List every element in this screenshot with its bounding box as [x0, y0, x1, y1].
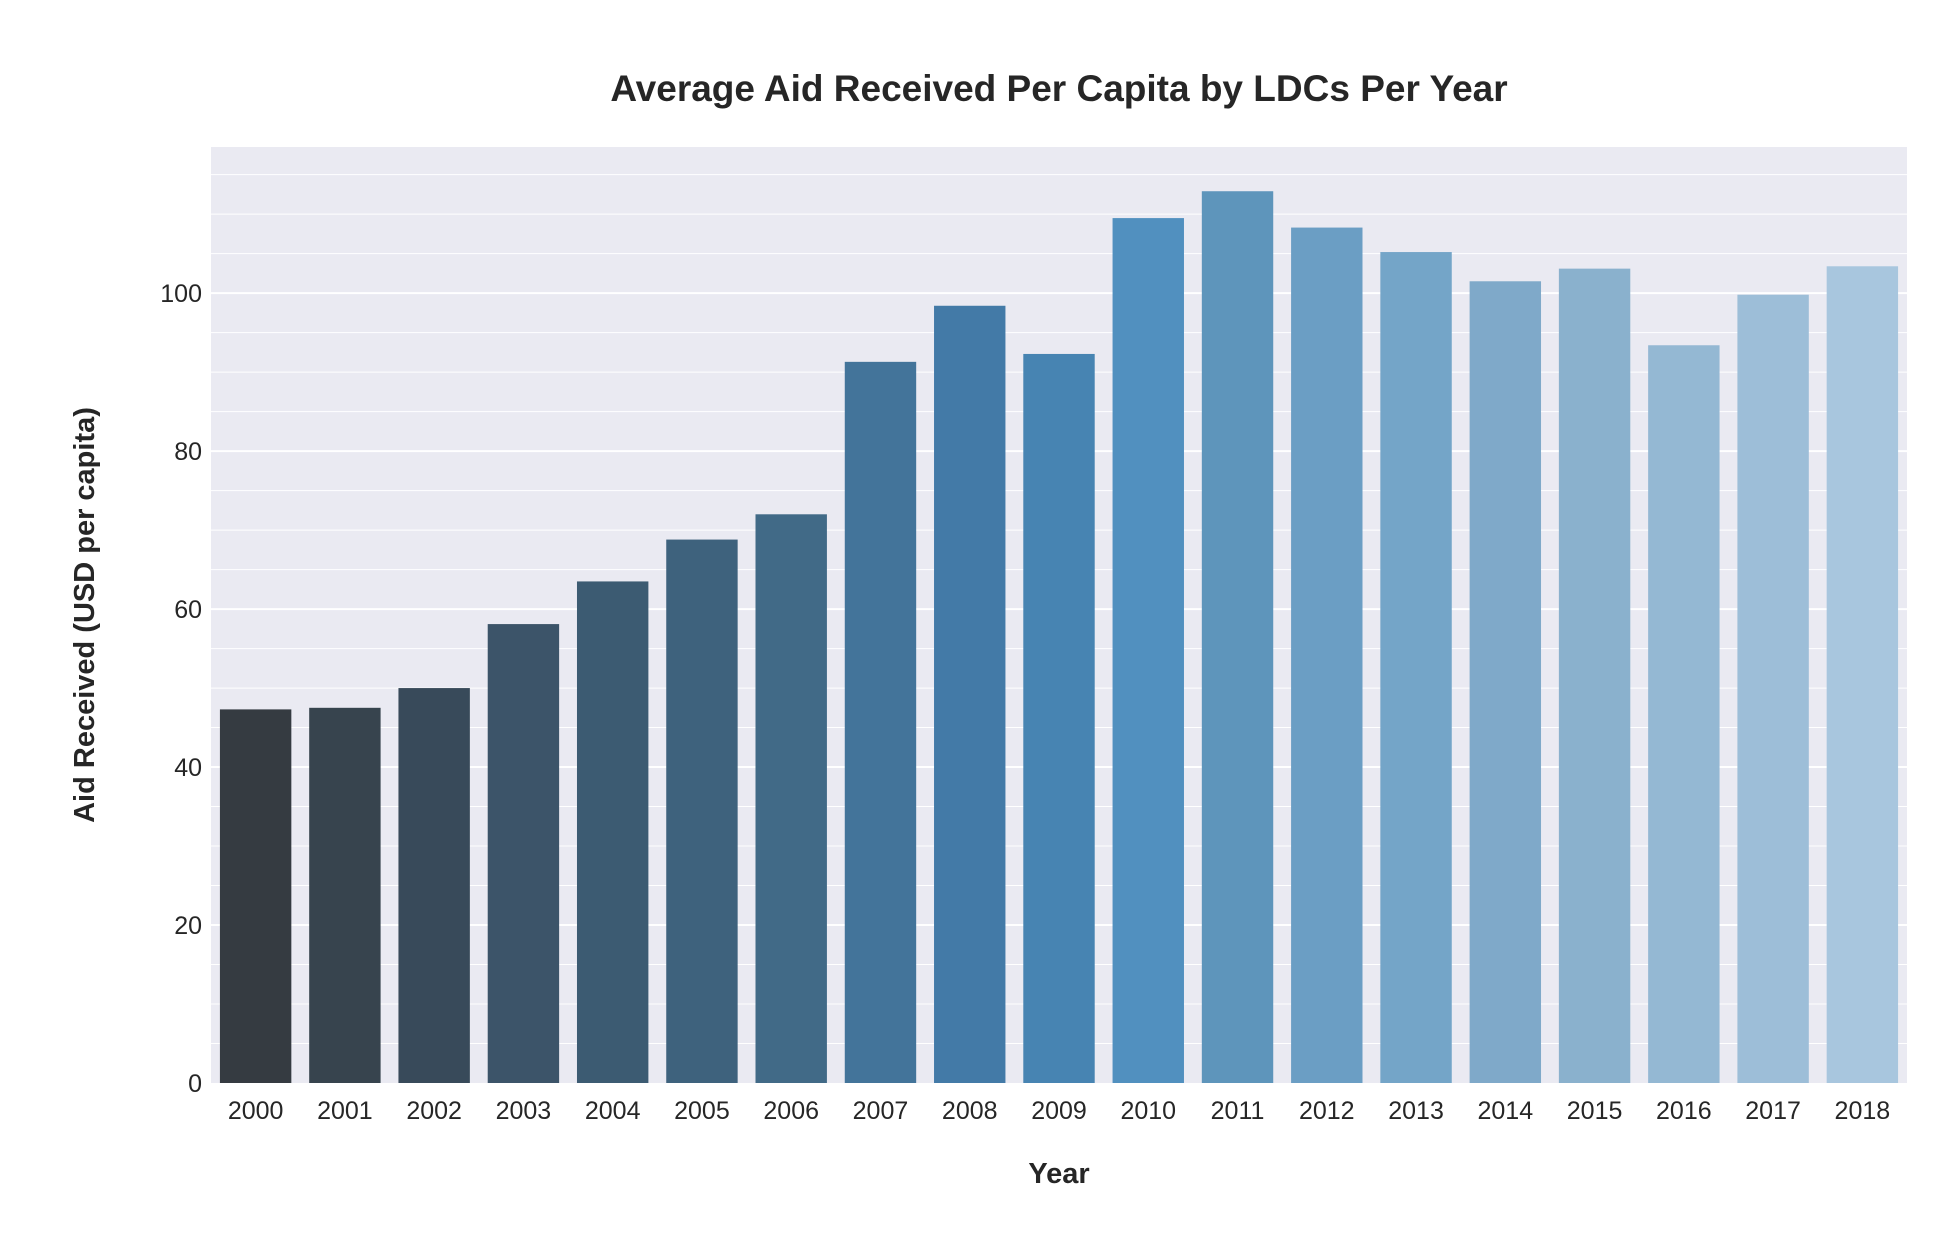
bar-2007: [844, 361, 917, 1083]
x-tick-label-2002: 2002: [406, 1097, 462, 1125]
x-tick-label-2018: 2018: [1835, 1097, 1891, 1125]
bar-2016: [1648, 345, 1720, 1083]
x-tick-label-2013: 2013: [1388, 1097, 1444, 1125]
bar-2018: [1826, 266, 1899, 1083]
bar-2017: [1737, 294, 1809, 1084]
y-axis-label: Aid Received (USD per capita): [69, 407, 101, 823]
x-tick-label-2005: 2005: [674, 1097, 730, 1125]
bar-2014: [1469, 281, 1542, 1084]
x-tick-label-2001: 2001: [317, 1097, 373, 1125]
x-tick-label-2010: 2010: [1120, 1097, 1176, 1125]
bar-2005: [666, 539, 738, 1083]
bar-2000: [219, 709, 292, 1083]
x-tick-label-2007: 2007: [853, 1097, 909, 1125]
y-tick-labels: 0 20 40 60 80 100: [160, 280, 202, 1098]
x-axis-label: Year: [1028, 1158, 1089, 1190]
y-tick-label-0: 0: [188, 1070, 202, 1098]
bars: [219, 191, 1899, 1084]
bar-2008: [934, 305, 1006, 1084]
y-tick-label-60: 60: [174, 596, 202, 624]
x-tick-label-2011: 2011: [1211, 1097, 1265, 1125]
bar-2002: [398, 688, 470, 1083]
x-tick-labels: 2000 2001 2002 2003 2004 2005 2006 2007 2008 2009…: [228, 1097, 1890, 1125]
x-tick-label-2017: 2017: [1745, 1097, 1801, 1125]
x-tick-label-2008: 2008: [942, 1097, 998, 1125]
y-tick-label-20: 20: [174, 912, 202, 940]
bar-2004: [576, 581, 649, 1083]
x-tick-label-2014: 2014: [1478, 1097, 1534, 1125]
x-tick-label-2003: 2003: [496, 1097, 552, 1125]
bar-2003: [487, 624, 560, 1083]
bar-2013: [1380, 252, 1452, 1083]
y-tick-label-40: 40: [174, 754, 202, 782]
x-tick-label-2009: 2009: [1031, 1097, 1087, 1125]
bar-2009: [1023, 353, 1095, 1083]
x-tick-label-2000: 2000: [228, 1097, 284, 1125]
bar-2006: [755, 514, 827, 1083]
y-tick-label-80: 80: [174, 438, 202, 466]
x-tick-label-2012: 2012: [1299, 1097, 1355, 1125]
bar-2011: [1201, 191, 1274, 1083]
bar-2010: [1112, 218, 1184, 1083]
bar-2012: [1291, 227, 1363, 1084]
x-tick-label-2006: 2006: [763, 1097, 819, 1125]
bar-2001: [309, 707, 381, 1083]
x-tick-label-2004: 2004: [585, 1097, 641, 1125]
x-tick-label-2016: 2016: [1656, 1097, 1712, 1125]
y-tick-label-100: 100: [160, 280, 202, 308]
chart-title: Average Aid Received Per Capita by LDCs …: [610, 68, 1507, 109]
bar-2015: [1558, 268, 1631, 1083]
x-tick-label-2015: 2015: [1567, 1097, 1623, 1125]
